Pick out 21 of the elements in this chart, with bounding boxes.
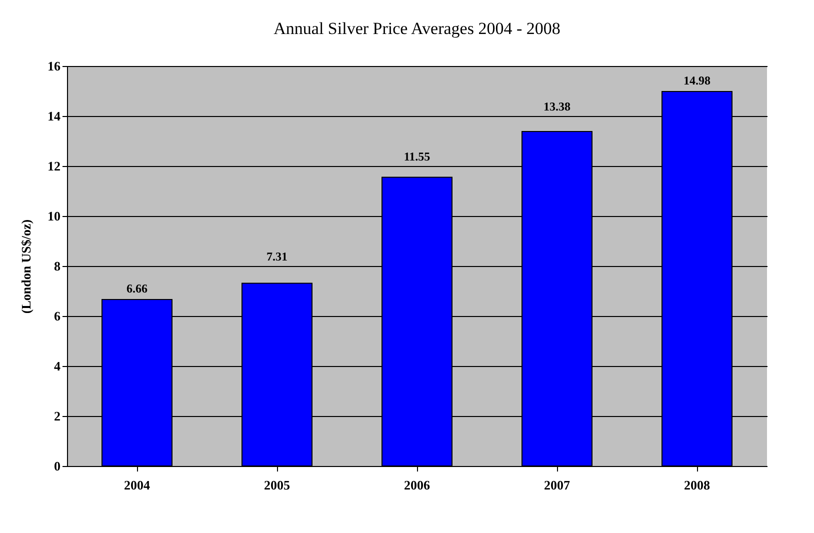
chart-title: Annual Silver Price Averages 2004 - 2008 xyxy=(274,19,560,38)
data-label: 6.66 xyxy=(126,282,148,296)
data-label: 7.31 xyxy=(266,249,288,264)
x-tick-label: 2008 xyxy=(684,478,710,492)
x-tick-label: 2006 xyxy=(404,478,430,492)
y-tick-label: 2 xyxy=(54,408,60,424)
y-tick-label: 8 xyxy=(54,258,61,274)
y-tick-label: 0 xyxy=(54,458,60,474)
y-tick-label: 16 xyxy=(48,58,61,74)
y-tick-label: 10 xyxy=(48,208,60,224)
y-tick-label: 6 xyxy=(54,308,61,324)
data-label: 11.55 xyxy=(404,149,430,164)
x-tick-label: 2004 xyxy=(124,478,150,492)
y-tick-label: 12 xyxy=(48,158,60,174)
x-tick-label: 2007 xyxy=(544,478,570,492)
data-label: 14.98 xyxy=(684,74,710,88)
y-tick-label: 14 xyxy=(48,108,61,124)
y-tick-label: 4 xyxy=(54,358,61,374)
data-label: 13.38 xyxy=(544,100,570,114)
y-axis-title: (London US$/oz) xyxy=(18,219,34,314)
x-tick-label: 2005 xyxy=(264,478,290,492)
